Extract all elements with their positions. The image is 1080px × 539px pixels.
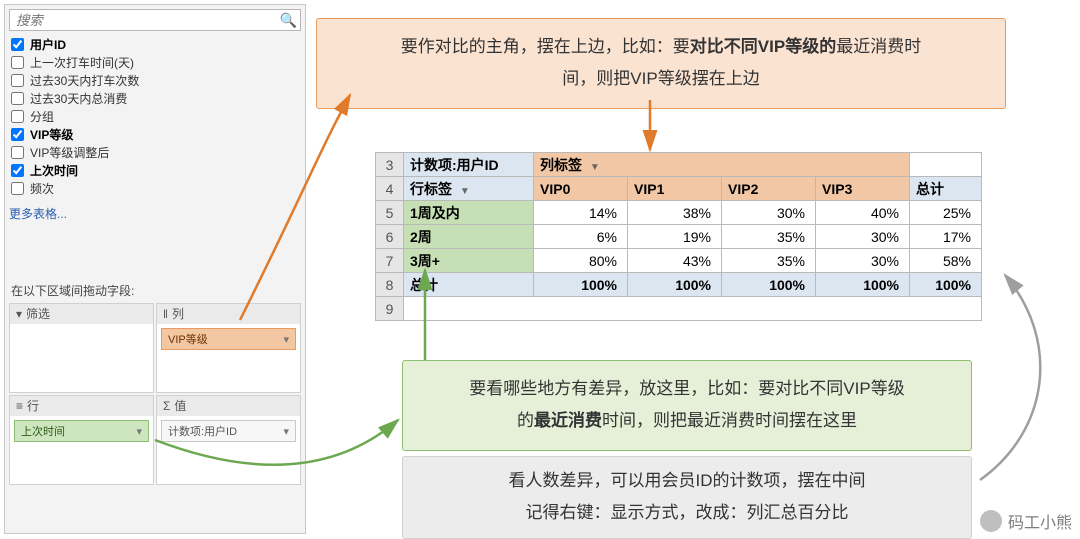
zone-values[interactable]: Σ值 计数项:用户ID▾ (156, 395, 301, 485)
column-total: 100% (534, 273, 628, 297)
pivot-table: 3计数项:用户ID列标签 ▼4行标签 ▼VIP0VIP1VIP2VIP3总计51… (375, 152, 982, 321)
field-label: 频次 (30, 180, 54, 197)
pivot-cell: 35% (722, 249, 816, 273)
field-row[interactable]: VIP等级调整后 (9, 143, 301, 161)
row-labels-header[interactable]: 行标签 ▼ (404, 177, 534, 201)
row-number: 7 (376, 249, 404, 273)
zone-rows[interactable]: ≡行 上次时间▾ (9, 395, 154, 485)
more-tables-link[interactable]: 更多表格... (9, 205, 301, 222)
column-total: 100% (722, 273, 816, 297)
pivot-cell: 30% (722, 201, 816, 225)
row-number: 6 (376, 225, 404, 249)
field-checkbox[interactable] (11, 38, 24, 51)
column-header: VIP3 (816, 177, 910, 201)
callout-green: 要看哪些地方有差异，放这里，比如：要对比不同VIP等级 的最近消费时间，则把最近… (402, 360, 972, 451)
row-total: 17% (910, 225, 982, 249)
row-number: 9 (376, 297, 404, 321)
field-row[interactable]: 用户ID (9, 35, 301, 53)
field-checkbox-list: 用户ID上一次打车时间(天)过去30天内打车次数过去30天内总消费分组VIP等级… (9, 35, 301, 197)
search-input[interactable] (9, 9, 301, 31)
column-labels-header[interactable]: 列标签 ▼ (534, 153, 910, 177)
field-label: 上一次打车时间(天) (30, 54, 134, 71)
column-total: 100% (816, 273, 910, 297)
pivot-cell: 40% (816, 201, 910, 225)
row-label: 1周及内 (404, 201, 534, 225)
field-row[interactable]: 上次时间 (9, 161, 301, 179)
field-row[interactable]: VIP等级 (9, 125, 301, 143)
grand-total-row-label: 总计 (404, 273, 534, 297)
grand-total-header: 总计 (910, 177, 982, 201)
callout-orange: 要作对比的主角，摆在上边，比如：要对比不同VIP等级的最近消费时 间，则把VIP… (316, 18, 1006, 109)
field-label: VIP等级调整后 (30, 144, 109, 161)
field-row[interactable]: 频次 (9, 179, 301, 197)
sigma-icon: Σ (163, 396, 170, 416)
field-row[interactable]: 上一次打车时间(天) (9, 53, 301, 71)
pivot-cell: 19% (628, 225, 722, 249)
row-number: 5 (376, 201, 404, 225)
row-field-tag[interactable]: 上次时间▾ (14, 420, 149, 442)
column-field-tag[interactable]: VIP等级▾ (161, 328, 296, 350)
dropdown-icon: ▼ (590, 162, 600, 173)
field-row[interactable]: 过去30天内总消费 (9, 89, 301, 107)
filter-icon: ▾ (16, 304, 22, 324)
chevron-down-icon: ▾ (136, 425, 142, 438)
pivot-corner: 计数项:用户ID (404, 153, 534, 177)
rows-icon: ≡ (16, 396, 23, 416)
chevron-down-icon: ▾ (283, 425, 289, 438)
row-number: 8 (376, 273, 404, 297)
wechat-icon (980, 510, 1002, 532)
row-number: 4 (376, 177, 404, 201)
row-label: 2周 (404, 225, 534, 249)
empty-cell (404, 297, 982, 321)
field-row[interactable]: 分组 (9, 107, 301, 125)
watermark: 码工小熊 (980, 509, 1072, 533)
grand-total-cell: 100% (910, 273, 982, 297)
dropdown-icon: ▼ (460, 186, 470, 197)
chevron-down-icon: ▾ (283, 333, 289, 346)
field-label: 过去30天内总消费 (30, 90, 127, 107)
zone-columns[interactable]: ‖列 VIP等级▾ (156, 303, 301, 393)
field-checkbox[interactable] (11, 92, 24, 105)
columns-icon: ‖ (163, 304, 168, 324)
field-checkbox[interactable] (11, 74, 24, 87)
field-label: VIP等级 (30, 126, 73, 143)
pivot-cell: 80% (534, 249, 628, 273)
zone-filter[interactable]: ▾筛选 (9, 303, 154, 393)
pivot-cell: 38% (628, 201, 722, 225)
pivot-cell: 14% (534, 201, 628, 225)
value-field-tag[interactable]: 计数项:用户ID▾ (161, 420, 296, 442)
field-label: 用户ID (30, 36, 66, 53)
column-header: VIP1 (628, 177, 722, 201)
field-checkbox[interactable] (11, 146, 24, 159)
pivot-cell: 30% (816, 249, 910, 273)
pivot-cell: 43% (628, 249, 722, 273)
zone-hint-label: 在以下区域间拖动字段: (11, 282, 299, 299)
row-total: 58% (910, 249, 982, 273)
field-checkbox[interactable] (11, 164, 24, 177)
field-row[interactable]: 过去30天内打车次数 (9, 71, 301, 89)
search-icon[interactable]: 🔍 (280, 12, 297, 29)
row-label: 3周+ (404, 249, 534, 273)
callout-gray: 看人数差异，可以用会员ID的计数项，摆在中间 记得右键：显示方式，改成：列汇总百… (402, 456, 972, 539)
row-total: 25% (910, 201, 982, 225)
field-checkbox[interactable] (11, 56, 24, 69)
field-checkbox[interactable] (11, 182, 24, 195)
pivot-cell: 6% (534, 225, 628, 249)
field-label: 过去30天内打车次数 (30, 72, 139, 89)
pivot-cell: 30% (816, 225, 910, 249)
field-checkbox[interactable] (11, 110, 24, 123)
row-number: 3 (376, 153, 404, 177)
field-checkbox[interactable] (11, 128, 24, 141)
field-label: 分组 (30, 108, 54, 125)
field-list-panel: 🔍 用户ID上一次打车时间(天)过去30天内打车次数过去30天内总消费分组VIP… (4, 4, 306, 534)
column-header: VIP2 (722, 177, 816, 201)
field-label: 上次时间 (30, 162, 78, 179)
pivot-cell: 35% (722, 225, 816, 249)
column-header: VIP0 (534, 177, 628, 201)
column-total: 100% (628, 273, 722, 297)
